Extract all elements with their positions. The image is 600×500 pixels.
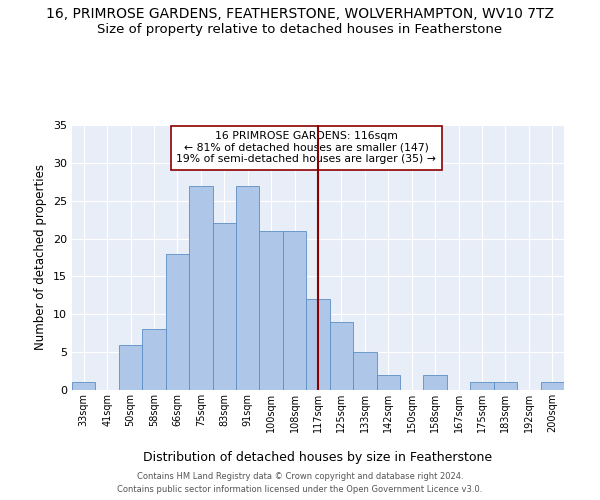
- Bar: [494, 382, 517, 390]
- Bar: [377, 375, 400, 390]
- Bar: [470, 382, 494, 390]
- Bar: [283, 231, 306, 390]
- Bar: [541, 382, 564, 390]
- Y-axis label: Number of detached properties: Number of detached properties: [34, 164, 47, 350]
- Bar: [236, 186, 259, 390]
- Bar: [330, 322, 353, 390]
- Text: Contains HM Land Registry data © Crown copyright and database right 2024.
Contai: Contains HM Land Registry data © Crown c…: [118, 472, 482, 494]
- Bar: [72, 382, 95, 390]
- Bar: [259, 231, 283, 390]
- Text: 16, PRIMROSE GARDENS, FEATHERSTONE, WOLVERHAMPTON, WV10 7TZ: 16, PRIMROSE GARDENS, FEATHERSTONE, WOLV…: [46, 8, 554, 22]
- Bar: [119, 344, 142, 390]
- Bar: [424, 375, 447, 390]
- Text: Size of property relative to detached houses in Featherstone: Size of property relative to detached ho…: [97, 22, 503, 36]
- Bar: [353, 352, 377, 390]
- Bar: [306, 299, 330, 390]
- Text: 16 PRIMROSE GARDENS: 116sqm
← 81% of detached houses are smaller (147)
19% of se: 16 PRIMROSE GARDENS: 116sqm ← 81% of det…: [176, 131, 436, 164]
- Bar: [166, 254, 189, 390]
- Text: Distribution of detached houses by size in Featherstone: Distribution of detached houses by size …: [143, 451, 493, 464]
- Bar: [189, 186, 212, 390]
- Bar: [142, 330, 166, 390]
- Bar: [212, 224, 236, 390]
